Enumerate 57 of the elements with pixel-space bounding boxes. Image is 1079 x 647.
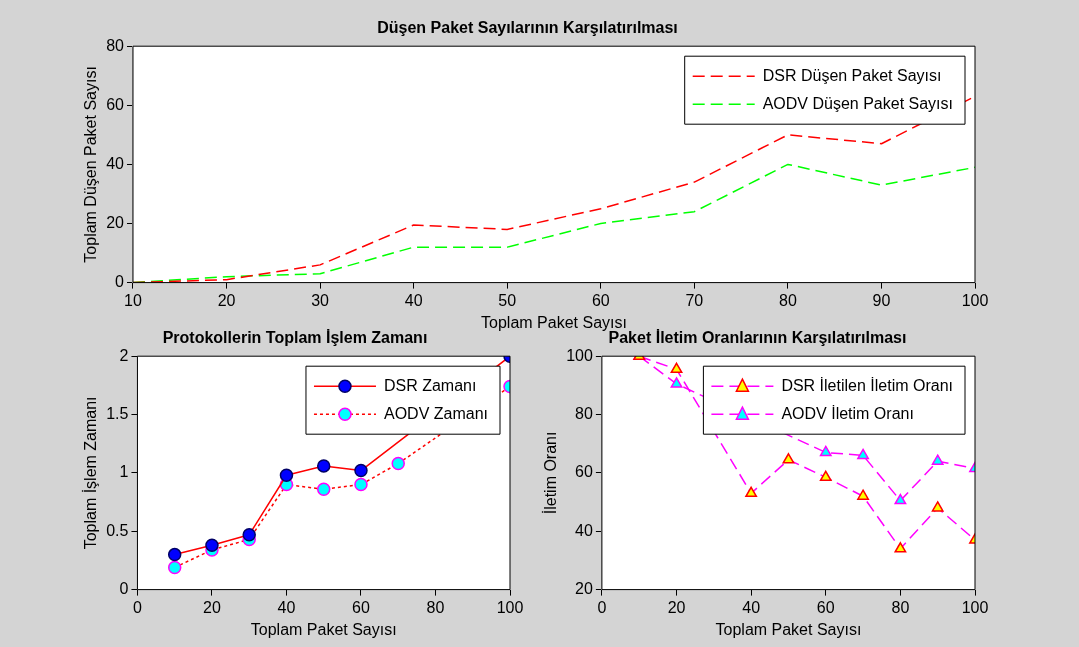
y-axis-title: İletim Oranı: [541, 431, 560, 515]
legend-label: DSR Düşen Paket Sayısı: [762, 66, 942, 84]
x-tick-label: 80: [891, 598, 910, 616]
x-tick-label: 20: [203, 598, 221, 616]
point: [670, 377, 683, 388]
legend-label: AODV İletim Oranı: [781, 403, 914, 422]
y-tick-label: 20: [575, 580, 593, 598]
x-axis-title: Toplam Paket Sayısı: [481, 313, 627, 331]
x-tick-label: 40: [404, 291, 423, 309]
legend-label: AODV Zamanı: [383, 404, 488, 422]
x-tick-label: 100: [961, 291, 989, 309]
y-tick-label: 1: [119, 463, 129, 481]
point: [819, 445, 832, 457]
x-tick-label: 30: [311, 291, 330, 309]
y-tick-label: 0: [115, 273, 125, 291]
point: [894, 493, 907, 505]
x-tick-label: 90: [872, 291, 891, 309]
point: [931, 454, 944, 465]
y-tick-label: 1.5: [106, 404, 129, 422]
y-tick-label: 20: [106, 213, 125, 231]
y-tick-label: 60: [575, 463, 593, 481]
y-tick-label: 0: [119, 580, 129, 598]
y-tick-label: 80: [575, 404, 593, 422]
x-tick-label: 100: [961, 598, 989, 616]
x-tick-label: 10: [124, 291, 142, 309]
chart-title: Paket İletim Oranlarının Karşılatırılması: [608, 329, 907, 347]
x-tick-label: 50: [498, 291, 517, 309]
x-axis-title: Toplam Paket Sayısı: [250, 620, 397, 638]
y-tick-label: 0.5: [106, 521, 129, 539]
y-tick-label: 2: [119, 346, 129, 364]
x-tick-label: 60: [816, 598, 835, 616]
x-tick-label: 60: [591, 291, 610, 309]
x-tick-label: 0: [597, 598, 607, 616]
legend-label: AODV Düşen Paket Sayısı: [762, 94, 954, 112]
y-tick-label: 40: [575, 521, 593, 539]
y-axis-title: Toplam Düşen Paket Sayısı: [82, 66, 100, 263]
x-tick-label: 40: [742, 598, 761, 616]
chart-title: Protokollerin Toplam İşlem Zamanı: [162, 329, 428, 347]
y-tick-label: 60: [106, 95, 125, 113]
point: [857, 448, 870, 460]
x-tick-label: 60: [352, 598, 370, 616]
x-tick-label: 20: [217, 291, 236, 309]
y-tick-label: 80: [106, 36, 125, 54]
y-tick-label: 100: [566, 346, 593, 364]
x-tick-label: 40: [277, 598, 296, 616]
x-tick-label: 80: [426, 598, 445, 616]
x-axis-title: Toplam Paket Sayısı: [715, 620, 862, 638]
x-tick-label: 20: [667, 598, 686, 616]
chart-title: Düşen Paket Sayılarının Karşılatırılması: [377, 19, 678, 37]
legend-label: DSR Zamanı: [383, 376, 477, 394]
x-tick-label: 100: [496, 598, 524, 616]
y-tick-label: 40: [106, 154, 125, 172]
x-tick-label: 80: [778, 291, 797, 309]
x-tick-label: 70: [685, 291, 704, 309]
y-axis-title: Toplam İşlem Zamanı: [81, 396, 100, 550]
x-tick-label: 0: [132, 598, 142, 616]
legend-label: DSR İletilen İletim Oranı: [781, 375, 953, 394]
